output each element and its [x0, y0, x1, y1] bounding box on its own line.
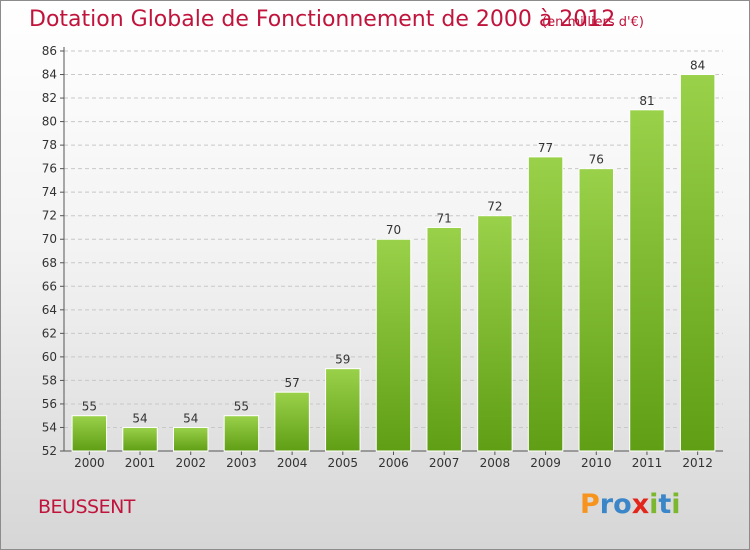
x-tick-label: 2005 [328, 456, 359, 470]
bar-2007 [426, 226, 462, 452]
bar-2006 [375, 238, 412, 452]
y-tick-label: 54 [42, 420, 57, 434]
value-label: 71 [437, 211, 452, 225]
x-tick-label: 2002 [175, 456, 206, 470]
bar-2011 [629, 109, 665, 452]
bar-2010 [578, 168, 615, 452]
logo-letter: r [599, 489, 614, 520]
value-label: 77 [538, 141, 553, 155]
bar-2009 [527, 156, 564, 452]
value-label: 70 [386, 223, 401, 237]
logo-letter: x [631, 489, 650, 520]
x-tick-label: 2001 [125, 456, 156, 470]
commune-name: BEUSSENT [38, 496, 135, 518]
labels: 52 54 56 58 60 62 64 66 68 70 72 74 76 78 80 82 84 86 55 20… [42, 44, 713, 470]
y-tick-label: 68 [42, 256, 57, 270]
value-label: 59 [335, 353, 350, 367]
value-label: 55 [234, 400, 249, 414]
x-tick-label: 2000 [74, 456, 105, 470]
y-tick-label: 72 [42, 209, 57, 223]
y-tick-label: 58 [42, 373, 57, 387]
value-label: 84 [690, 59, 705, 73]
y-tick-label: 76 [42, 162, 57, 176]
x-tick-label: 2007 [429, 456, 460, 470]
y-tick-label: 86 [42, 44, 57, 58]
y-tick-label: 62 [42, 326, 57, 340]
bars [71, 74, 716, 452]
chart-title: Dotation Globale de Fonctionnement de 20… [29, 7, 616, 32]
value-label: 76 [589, 153, 604, 167]
y-tick-label: 66 [42, 279, 57, 293]
x-tick-label: 2003 [226, 456, 257, 470]
y-tick-label: 64 [42, 303, 57, 317]
x-tick-label: 2012 [682, 456, 713, 470]
logo-letter: t [658, 489, 672, 520]
y-tick-label: 60 [42, 350, 57, 364]
x-tick-label: 2009 [530, 456, 561, 470]
y-tick-label: 70 [42, 232, 57, 246]
logo-letter: i [649, 489, 659, 520]
bar-2008 [477, 215, 513, 452]
y-tick-label: 74 [42, 185, 57, 199]
x-tick-label: 2006 [378, 456, 409, 470]
y-tick-label: 52 [42, 444, 57, 458]
y-tick-label: 56 [42, 397, 57, 411]
value-label: 54 [132, 411, 147, 425]
bar-2000 [71, 415, 108, 452]
bar-2001 [122, 426, 158, 452]
bar-2003 [223, 415, 260, 452]
proxiti-logo: Proxiti [580, 489, 681, 520]
y-tick-label: 80 [42, 115, 57, 129]
y-tick-label: 84 [42, 68, 57, 82]
y-tick-label: 78 [42, 138, 57, 152]
logo-letter: P [580, 489, 600, 520]
bar-2004 [274, 391, 310, 452]
value-label: 81 [639, 94, 654, 108]
logo-letter: o [613, 489, 632, 520]
bar-2002 [172, 426, 209, 452]
value-label: 72 [487, 200, 502, 214]
value-label: 54 [183, 411, 198, 425]
x-tick-label: 2008 [480, 456, 511, 470]
bar-2012 [679, 74, 716, 452]
bar-2005 [325, 368, 361, 452]
chart-subtitle: (en milliers d'€) [542, 15, 644, 30]
value-label: 57 [284, 376, 299, 390]
y-tick-label: 82 [42, 91, 57, 105]
value-label: 55 [82, 400, 97, 414]
x-tick-label: 2004 [277, 456, 308, 470]
logo-letter: i [671, 489, 681, 520]
x-tick-label: 2010 [581, 456, 612, 470]
x-tick-label: 2011 [632, 456, 663, 470]
